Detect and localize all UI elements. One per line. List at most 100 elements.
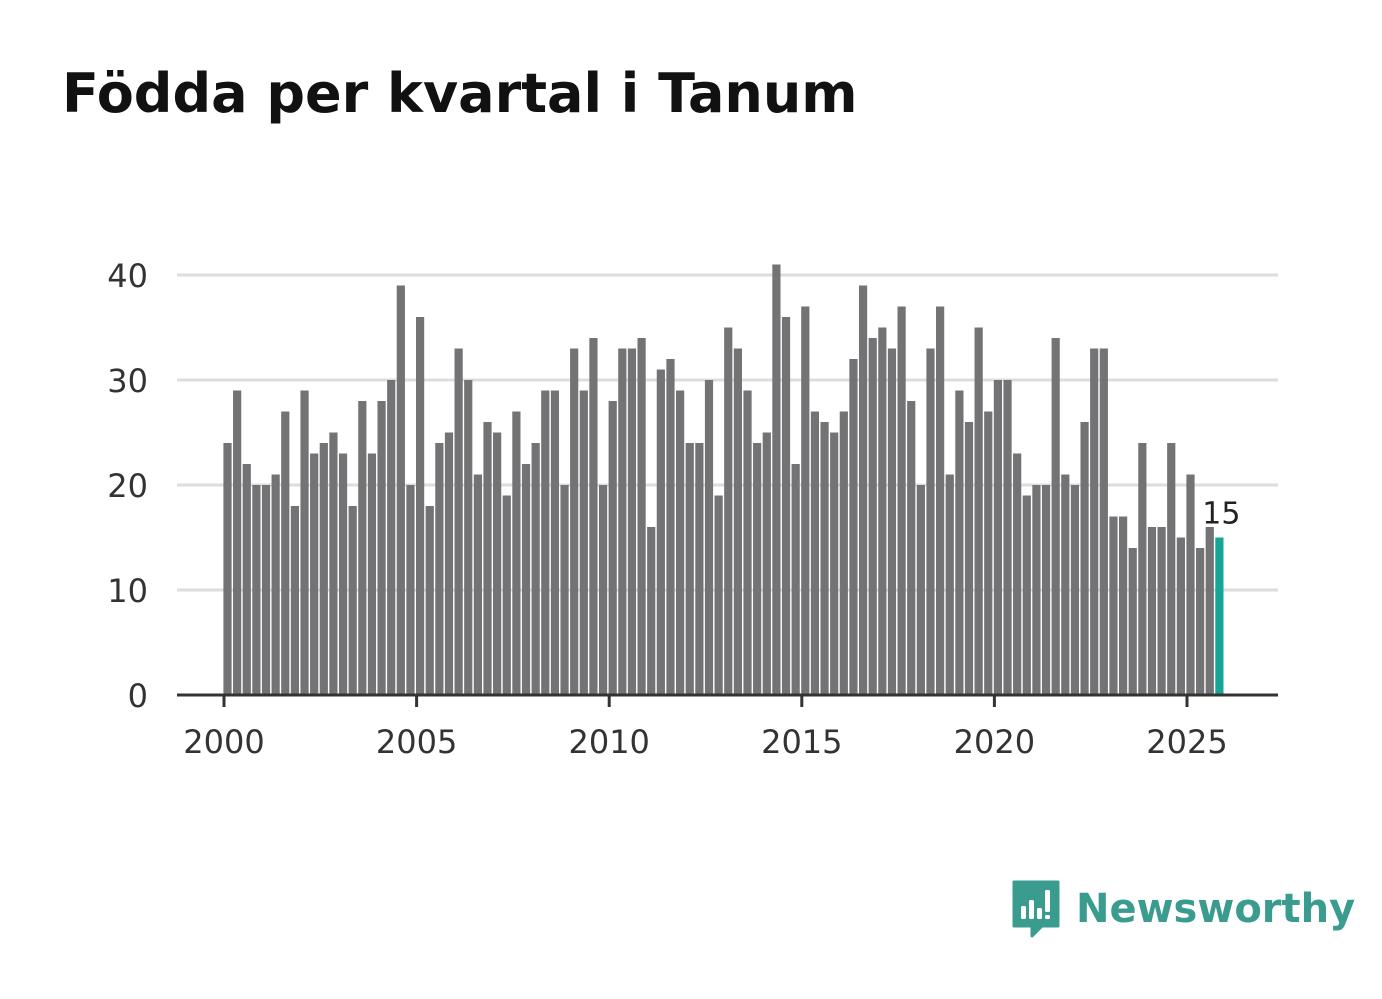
bar [1118,516,1128,695]
y-tick-label: 20 [107,467,148,505]
y-tick-label: 10 [107,572,148,610]
bar [493,432,502,695]
brand-name: Newsworthy [1076,886,1356,932]
brand-logo: Newsworthy [1010,878,1355,940]
bar [358,401,367,695]
bar [1157,527,1166,695]
bar [984,411,993,695]
bar [329,432,338,695]
bar [1061,474,1070,695]
x-tick-label: 2005 [376,723,457,761]
bar [907,401,916,695]
bar [704,380,714,695]
bars [223,264,1224,695]
bar [290,506,300,695]
bar [801,306,810,695]
bar [618,348,627,695]
x-tick-label: 2020 [954,723,1035,761]
bar [570,348,579,695]
bar [810,411,820,695]
x-tick-label: 2015 [761,723,842,761]
x-tick-label: 2025 [1146,723,1227,761]
bar [1013,453,1022,695]
y-tick-label: 30 [107,362,148,400]
bar [974,327,983,695]
bar [666,359,675,695]
tick-labels: 0 10 20 30 40 2000 2005 2010 2015 2020 2025 [107,257,1227,761]
bar [1205,527,1214,695]
bar [849,359,858,695]
bar [714,495,723,695]
bar [1070,485,1080,695]
bar [396,285,405,695]
bar [791,464,800,695]
bar [887,348,897,695]
bar [1051,338,1060,695]
bar [993,380,1002,695]
bar [348,506,357,695]
bar [762,432,771,695]
bar [367,453,377,695]
bar [425,506,434,695]
bar [685,443,694,695]
bar-latest [1215,537,1224,695]
bar [1147,527,1157,695]
bar [416,317,425,695]
bar [512,411,521,695]
bar [964,422,974,695]
bar [223,443,232,695]
x-tick-label: 2000 [183,723,264,761]
axes [177,693,1278,707]
bar [627,348,637,695]
bar [310,453,319,695]
bar [695,443,704,695]
bar [945,474,954,695]
bar [261,485,271,695]
bar [444,432,454,695]
bar [233,390,242,695]
bar [955,390,964,695]
bar [1196,548,1205,695]
bar [483,422,492,695]
bar [608,401,617,695]
bar [541,390,550,695]
bar [1041,485,1051,695]
bar-chart-speech-bubble-icon [1012,880,1060,938]
y-tick-label: 40 [107,257,148,295]
bar [242,464,251,695]
bar [319,443,328,695]
bar [820,422,829,695]
bar [936,306,945,695]
bar [647,527,656,695]
bar [1176,537,1185,695]
bar [839,411,848,695]
bar [1138,443,1147,695]
bar [858,285,868,695]
bar [781,317,791,695]
last-value-label: 15 [1202,497,1240,532]
bar [377,401,386,695]
bar [300,390,309,695]
bar [1186,474,1195,695]
y-tick-label: 0 [128,677,148,715]
bar [598,485,608,695]
bar [464,380,473,695]
bar [916,485,925,695]
bar [926,348,935,695]
bar [1080,422,1089,695]
bar [1003,380,1012,695]
bar [830,432,839,695]
bar [271,474,280,695]
chart-title: Födda per kvartal i Tanum [62,62,858,125]
bar [676,390,685,695]
bar [1032,485,1041,695]
bar [473,474,482,695]
bar [743,390,752,695]
bar [281,411,290,695]
bar [724,327,733,695]
x-tick-label: 2010 [568,723,649,761]
bar [502,495,511,695]
bar [897,306,906,695]
bar [531,443,540,695]
